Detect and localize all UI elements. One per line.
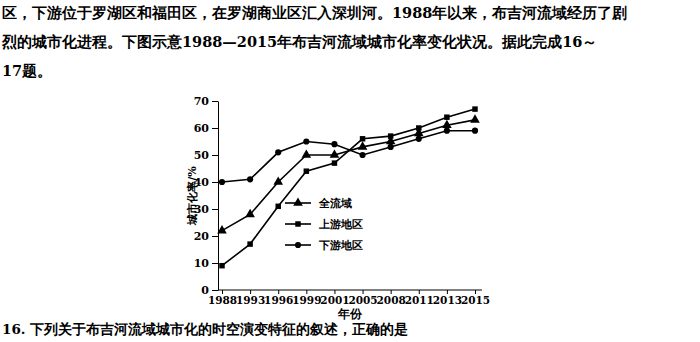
series-marker — [275, 204, 280, 209]
x-tick: 2008 — [377, 290, 406, 306]
y-tick-mark — [212, 128, 218, 129]
legend: 全流域上游地区下游地区 — [285, 197, 363, 252]
y-tick: 20 — [194, 230, 218, 243]
x-tick: 2001 — [320, 290, 349, 306]
legend-label: 全流域 — [318, 197, 352, 210]
y-tick-mark — [212, 290, 218, 291]
x-tick-mark — [222, 290, 223, 294]
y-tick: 10 — [194, 257, 218, 270]
legend-item: 上游地区 — [285, 218, 363, 231]
x-tick: 1999 — [292, 290, 321, 306]
x-tick-mark — [363, 290, 364, 294]
legend-item: 全流域 — [285, 197, 352, 210]
legend-label: 上游地区 — [318, 218, 363, 231]
intro-text: 烈的城市化进程。下图示意1988—2015年布吉河流域城市化率变化状况。据此完成… — [1, 33, 597, 50]
x-tick-mark — [447, 290, 448, 294]
x-tick-mark — [278, 290, 279, 294]
x-tick-label: 1996 — [264, 294, 293, 306]
x-tick-label: 2001 — [320, 294, 349, 306]
y-tick-label: 20 — [194, 230, 210, 243]
y-tick-mark — [212, 101, 218, 102]
y-tick-label: 60 — [194, 122, 210, 135]
legend-item: 下游地区 — [285, 239, 363, 252]
series-marker — [470, 114, 480, 122]
legend-marker — [293, 197, 303, 205]
x-tick-mark — [306, 290, 307, 294]
page: 区，下游位于罗湖区和福田区，在罗湖商业区汇入深圳河。1988年以来，布吉河流域经… — [0, 0, 700, 342]
x-tick-label: 1988 — [208, 294, 237, 306]
series-marker — [217, 225, 227, 233]
series-marker — [472, 128, 478, 134]
legend-marker — [295, 221, 300, 226]
series-marker — [304, 168, 309, 173]
series-marker — [330, 149, 340, 157]
y-tick-mark — [212, 155, 218, 156]
y-tick: 70 — [194, 95, 218, 108]
legend-label: 下游地区 — [318, 239, 363, 252]
x-axis-line — [218, 290, 482, 291]
x-tick-label: 1993 — [236, 294, 265, 306]
y-tick-mark — [212, 263, 218, 264]
x-tick-mark — [250, 290, 251, 294]
y-tick: 60 — [194, 122, 218, 135]
x-axis-title: 年份 — [337, 307, 363, 321]
series-marker — [245, 209, 255, 217]
intro-text: 17题。 — [2, 62, 52, 79]
y-tick: 50 — [194, 149, 218, 162]
x-tick-mark — [475, 290, 476, 294]
x-tick: 2013 — [433, 290, 462, 306]
x-tick-mark — [419, 290, 420, 294]
x-tick: 1993 — [236, 290, 265, 306]
series-marker — [275, 149, 281, 155]
x-tick: 2011 — [405, 290, 434, 306]
x-axis: 1988199319961999200120052008201120132015 — [208, 290, 490, 306]
question-text: 16. 下列关于布吉河流域城市化的时空演变特征的叙述，正确的是 — [2, 321, 408, 337]
plot-area — [217, 106, 480, 268]
series-marker — [219, 263, 224, 268]
series-marker — [247, 241, 252, 246]
y-tick-mark — [212, 182, 218, 183]
x-tick-mark — [391, 290, 392, 294]
series-marker — [247, 176, 253, 182]
series-line — [222, 120, 475, 231]
y-tick-mark — [212, 236, 218, 237]
x-tick-label: 2013 — [433, 294, 462, 306]
y-tick-label: 10 — [194, 257, 210, 270]
series-marker — [388, 133, 393, 138]
series-marker — [303, 138, 309, 144]
intro-text: 区，下游位于罗湖区和福田区，在罗湖商业区汇入深圳河。1988年以来，布吉河流域经… — [2, 4, 627, 21]
y-axis-line — [218, 102, 219, 291]
series-marker — [332, 160, 337, 165]
legend-marker — [295, 242, 301, 248]
series-marker — [444, 128, 450, 134]
series-marker — [273, 176, 283, 184]
x-tick-label: 2015 — [461, 294, 490, 306]
x-tick-label: 1999 — [292, 294, 321, 306]
series-marker — [416, 125, 421, 130]
series-line — [222, 131, 475, 182]
x-tick-label: 2005 — [348, 294, 377, 306]
x-tick-label: 2008 — [377, 294, 406, 306]
series-marker — [219, 179, 225, 185]
x-tick: 2015 — [461, 290, 490, 306]
series-marker — [359, 152, 365, 158]
y-tick-label: 50 — [194, 149, 210, 162]
series-marker — [388, 144, 394, 150]
series-marker — [472, 106, 477, 111]
series-marker — [302, 149, 312, 157]
x-tick: 1988 — [208, 290, 237, 306]
x-tick-mark — [334, 290, 335, 294]
series-marker — [444, 114, 449, 119]
series-marker — [416, 136, 422, 142]
y-tick-mark — [212, 209, 218, 210]
y-axis-title: 城市化率/% — [186, 166, 199, 226]
y-tick-label: 70 — [194, 95, 210, 108]
series-marker — [360, 136, 365, 141]
x-tick: 2005 — [348, 290, 377, 306]
series-marker — [331, 141, 337, 147]
x-tick-label: 2011 — [405, 294, 434, 306]
series-marker — [442, 120, 452, 128]
x-tick: 1996 — [264, 290, 293, 306]
series-line — [222, 109, 475, 266]
